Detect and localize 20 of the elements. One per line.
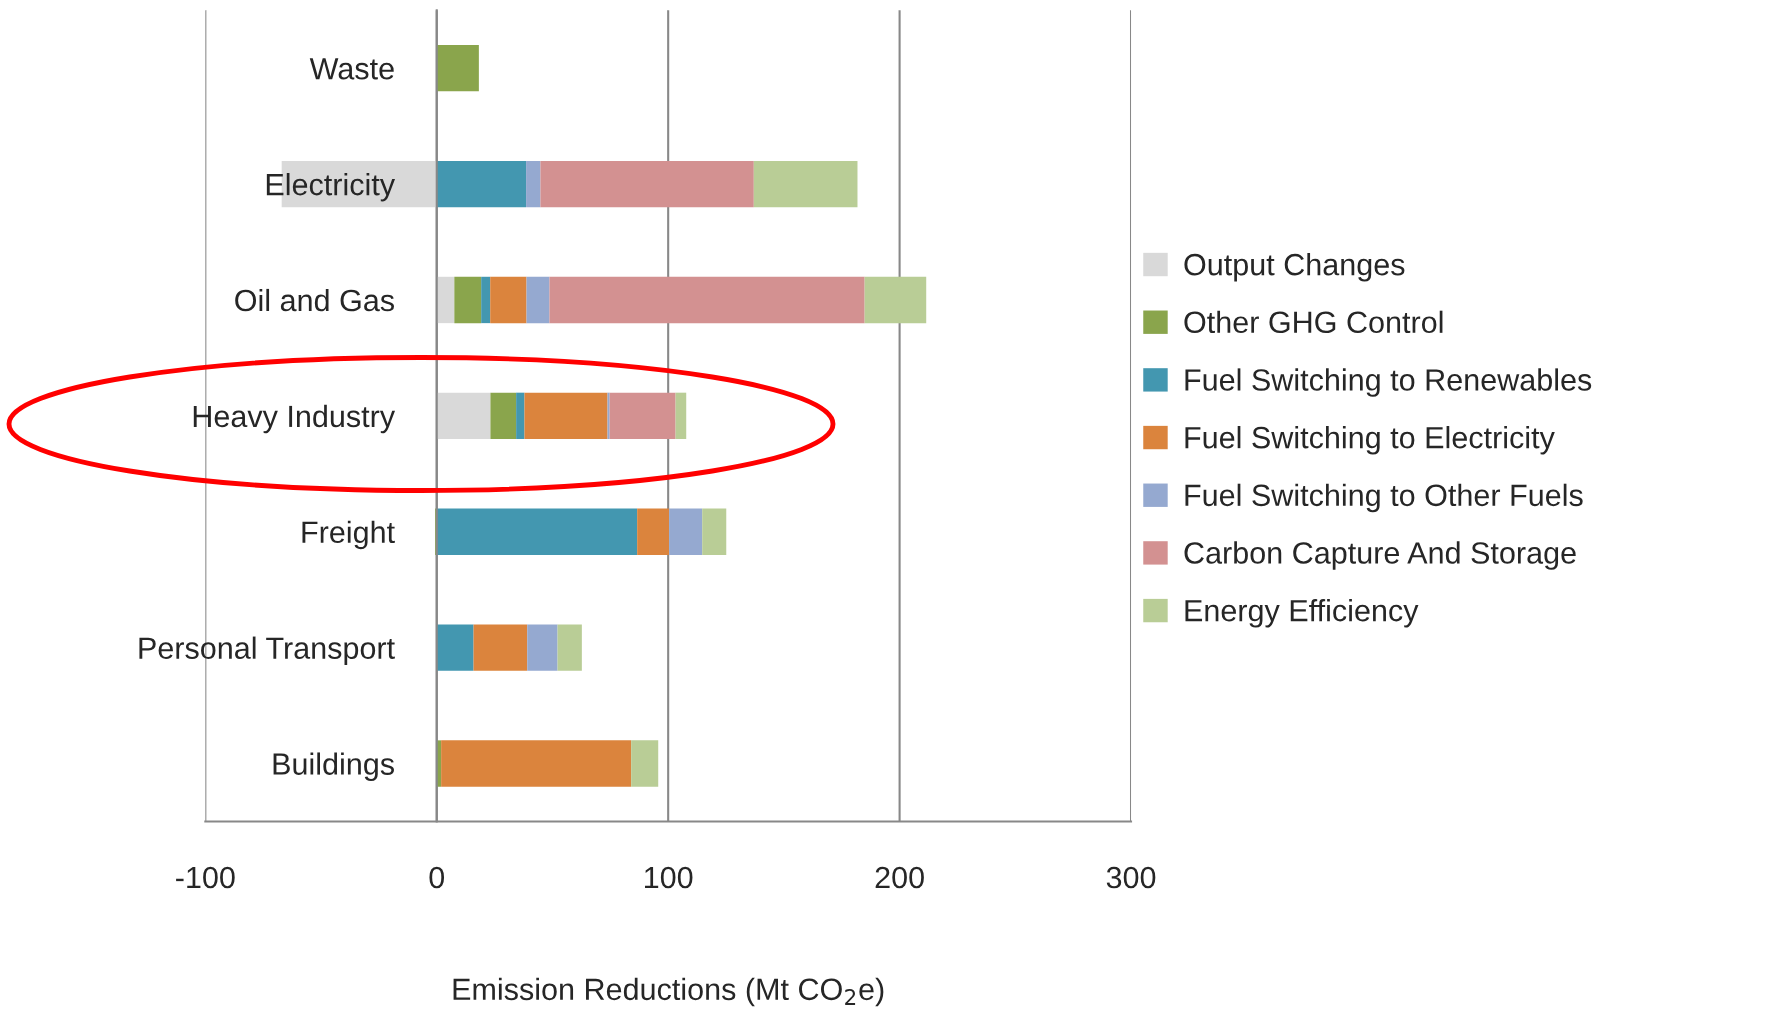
x-tick-label: 300 bbox=[1106, 866, 1156, 889]
y-tick-label: Heavy Industry bbox=[193, 404, 396, 434]
y-tick-label: Buildings bbox=[273, 752, 394, 781]
x-tick-label: 200 bbox=[875, 866, 924, 889]
legend-label: Output Changes bbox=[1184, 253, 1405, 282]
legend-label: Carbon Capture And Storage bbox=[1184, 541, 1576, 570]
legend-label: Other GHG Control bbox=[1184, 310, 1443, 334]
legend-label: Fuel Switching to Electricity bbox=[1185, 426, 1555, 455]
y-tick-label: Oil and Gas bbox=[235, 288, 394, 312]
x-axis-title: Emission Reductions (Mt CO$_{2}$e) bbox=[453, 977, 884, 1007]
legend-label: Energy Efficiency bbox=[1185, 599, 1419, 628]
legend-label: Fuel Switching to Renewables bbox=[1185, 368, 1592, 397]
y-tick-label: Freight bbox=[302, 520, 395, 550]
y-tick-label: Waste bbox=[309, 58, 394, 80]
x-tick-label: 0 bbox=[429, 866, 445, 889]
legend-label: Fuel Switching to Other Fuels bbox=[1185, 483, 1583, 513]
x-tick-label: -100 bbox=[176, 866, 235, 889]
x-tick-label: 100 bbox=[645, 866, 693, 889]
y-tick-label: Personal Transport bbox=[139, 636, 395, 666]
y-tick-label: Electricity bbox=[266, 173, 396, 202]
